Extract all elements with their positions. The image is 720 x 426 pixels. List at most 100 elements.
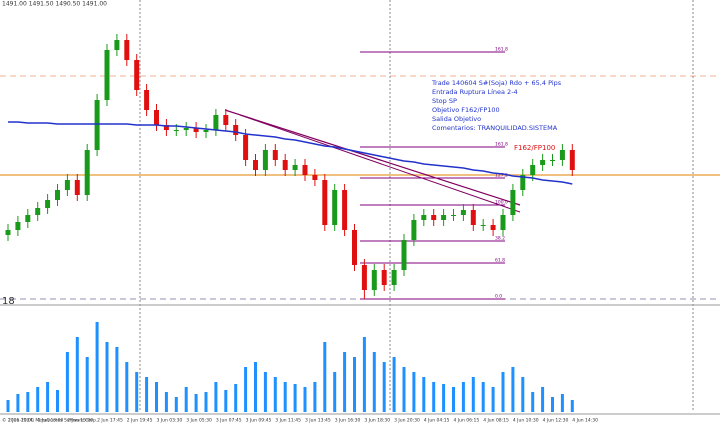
fib-label: 100.0 — [495, 200, 508, 206]
candle-body — [114, 40, 120, 50]
volume-bar — [412, 372, 416, 412]
x-tick-label: 3 Jun 03:30 — [157, 418, 183, 424]
candle-body — [470, 210, 476, 225]
candle-body — [104, 50, 110, 100]
trade-box-line: Stop SP — [432, 97, 457, 105]
volume-bar — [65, 352, 69, 412]
level-tag: 18 — [2, 296, 15, 307]
candle-body — [154, 110, 159, 125]
x-tick-label: 3 Jun 16:30 — [335, 418, 361, 424]
candle-body — [332, 190, 338, 225]
copyright: © 2001-2024, MetaQuotes Software Corp. — [2, 417, 97, 424]
x-tick-label: 3 Jun 09:45 — [246, 418, 272, 424]
trade-box-line: Trade 140604 S#(Soja) Rdo + 65,4 Pips — [431, 79, 562, 87]
volume-bar — [362, 337, 366, 412]
trend-line — [239, 114, 521, 213]
fib-label: 61.8 — [495, 258, 505, 264]
volume-bar — [26, 392, 30, 412]
target-label: F162/FP100 — [514, 144, 555, 152]
x-tick-label: 4 Jun 12:30 — [543, 418, 569, 424]
volume-bar — [16, 394, 20, 412]
candle-body — [5, 230, 11, 235]
volume-bar — [273, 377, 277, 412]
volume-bar — [541, 387, 545, 412]
candle-body — [94, 100, 100, 150]
volume-bar — [46, 382, 50, 412]
candle-body — [25, 215, 31, 222]
x-tick-label: 2 Jun 17:45 — [97, 418, 123, 424]
x-tick-label: 4 Jun 14:30 — [572, 418, 598, 424]
candle-body — [144, 90, 150, 110]
fib-label: 38.2 — [495, 236, 505, 242]
volume-bar — [36, 387, 40, 412]
x-tick-label: 2 Jun 13:00 — [38, 418, 64, 424]
fib-label: 127.2 — [495, 173, 508, 179]
candle-body — [45, 200, 51, 208]
trade-box: Trade 140604 S#(Soja) Rdo + 65,4 Pips En… — [431, 79, 562, 132]
candle-body — [15, 222, 21, 230]
volume-bar — [551, 397, 554, 412]
volume-bar — [184, 387, 188, 412]
volume-bar — [372, 352, 376, 412]
candle-body — [530, 165, 536, 175]
candle-body — [520, 175, 526, 190]
candle-body — [569, 150, 575, 170]
candle-body — [451, 215, 456, 216]
x-tick-label: 3 Jun 13:45 — [305, 418, 331, 424]
volume-bar — [442, 384, 446, 412]
candle-body — [352, 230, 357, 265]
x-tick-label: 2 Jun 19:45 — [127, 418, 153, 424]
candle-body — [64, 180, 70, 190]
x-tick-label: 2 Jun 15:00 — [67, 418, 93, 424]
fib-label: 0.0 — [495, 294, 502, 300]
volume-bar — [560, 394, 564, 412]
volume-bar — [164, 392, 168, 412]
candle-body — [74, 180, 80, 195]
candle-body — [253, 160, 258, 170]
candle-body — [510, 190, 516, 215]
candle-body — [282, 160, 288, 170]
candle-body — [55, 190, 60, 200]
trade-box-line: Entrada Ruptura Línea 2-4 — [432, 88, 518, 96]
candle-body — [134, 60, 140, 90]
price-header: 1491.00 1491.50 1490.50 1491.00 — [2, 1, 107, 8]
candle-body — [173, 130, 179, 131]
volume-bar — [214, 382, 218, 412]
candle-body — [550, 160, 555, 161]
moving-average — [8, 121, 573, 185]
candle-body — [381, 270, 387, 285]
candle-body — [302, 165, 308, 175]
volume-bar — [135, 372, 139, 412]
candle-body — [391, 270, 397, 285]
volume-bar — [353, 357, 356, 412]
trade-box-line: Objetivo F162/FP100 — [432, 106, 500, 114]
candle-body — [183, 128, 189, 130]
candle-body — [292, 165, 298, 170]
trade-box-line: Salida Objetivo — [432, 115, 481, 123]
candle-body — [213, 115, 219, 130]
volume-bar — [56, 390, 59, 412]
candle-body — [262, 150, 268, 170]
volume-bar — [422, 377, 426, 412]
volume-bar — [452, 387, 455, 412]
volume-bar — [521, 377, 525, 412]
volume-bar — [283, 382, 287, 412]
candle-body — [342, 190, 348, 230]
volume-bar — [234, 384, 238, 412]
candle-body — [361, 265, 367, 290]
x-tick-label: 4 Jun 08:15 — [483, 418, 509, 424]
volume-bar — [95, 322, 99, 412]
volume-bar — [501, 372, 505, 412]
candle-body — [223, 115, 229, 125]
x-tick-label: 3 Jun 20:30 — [394, 418, 420, 424]
candle-body — [431, 215, 437, 220]
volume-bar — [570, 400, 574, 412]
x-tick-label: 4 Jun 10:30 — [513, 418, 539, 424]
volume-bar — [244, 367, 248, 412]
volume-bar — [293, 384, 297, 412]
volume-bar — [343, 352, 347, 412]
volume-bar — [461, 382, 465, 412]
candle-body — [84, 150, 90, 195]
volume-bar — [145, 377, 149, 412]
candle-body — [124, 40, 130, 60]
